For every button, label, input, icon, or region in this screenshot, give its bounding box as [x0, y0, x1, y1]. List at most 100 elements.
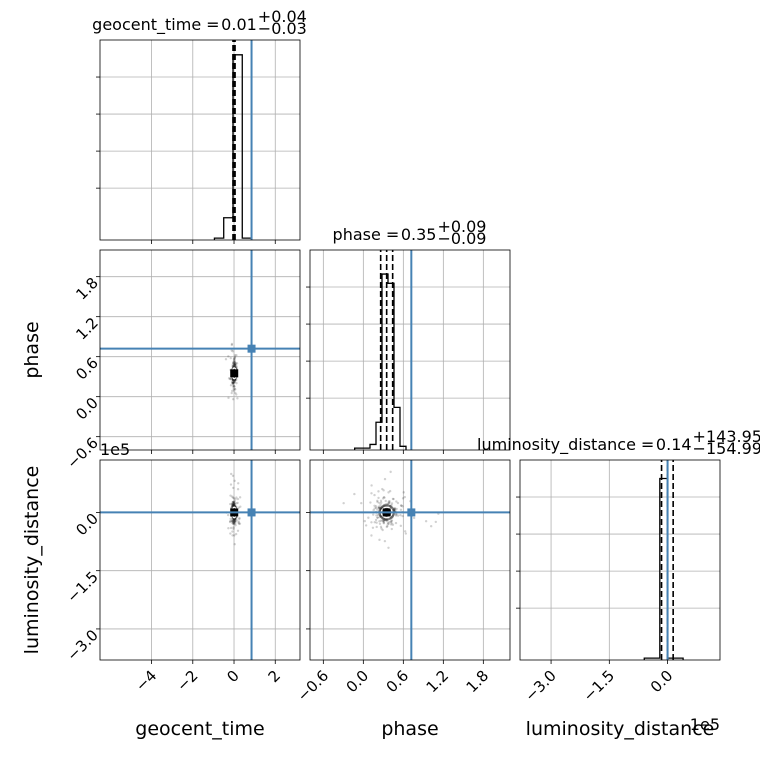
sample-point [376, 508, 379, 511]
sample-point [382, 522, 386, 525]
title-main-phase: phase [333, 225, 381, 244]
sample-point [234, 362, 238, 365]
sample-point [372, 513, 375, 516]
sample-point [379, 519, 383, 522]
title-plus-geocent_time: +0.04 [258, 7, 307, 26]
title-minus-geocent_time: −0.03 [258, 19, 307, 38]
sample-point [363, 519, 366, 523]
sample-point [233, 356, 236, 359]
sample-point [376, 500, 379, 504]
sample-point [370, 521, 373, 524]
sample-point [377, 490, 380, 493]
xtick-label-geocent_time-2: 0 [223, 667, 242, 686]
xaxis-label-phase: phase [381, 718, 438, 740]
sample-point [238, 517, 241, 521]
sample-point [375, 525, 378, 529]
sample-point [231, 530, 234, 533]
xtick-label-phase-1: 0.0 [343, 667, 373, 697]
ytick-label-phase-1: 0.0 [72, 394, 102, 424]
xtick-label-phase-4: 1.8 [463, 667, 493, 697]
sample-point [232, 527, 235, 530]
sample-point [384, 499, 387, 503]
sample-point [236, 488, 240, 491]
xtick-label-luminosity_distance-0: −3.0 [521, 667, 559, 705]
sample-point [231, 382, 234, 385]
sample-point [227, 377, 231, 380]
sample-point [370, 484, 373, 487]
sample-point [233, 387, 236, 391]
sample-point [236, 529, 240, 533]
density-peak [230, 369, 239, 378]
sample-point [233, 359, 236, 362]
panel-luminosity_distance-vs-phase [310, 460, 510, 660]
yaxis-label-phase: phase [21, 321, 43, 378]
sample-point [235, 393, 238, 396]
sample-point [393, 506, 397, 510]
sample-point [230, 343, 234, 347]
sample-point [390, 519, 394, 522]
sample-point [227, 355, 230, 358]
sample-point [387, 500, 391, 503]
sample-point [231, 519, 234, 523]
sample-point [233, 502, 236, 505]
sample-point [235, 496, 238, 499]
panel-frame [519, 459, 721, 661]
sample-point [231, 534, 234, 537]
sample-point [424, 520, 428, 523]
panel-luminosity_distance-vs-luminosity_distance [520, 460, 720, 660]
sample-point [382, 489, 385, 492]
sample-point [231, 381, 234, 384]
sample-point [380, 501, 383, 504]
sample-point [377, 506, 380, 510]
sample-point [383, 477, 387, 481]
sample-point [381, 519, 384, 522]
sample-point [238, 522, 242, 525]
xtick-label-geocent_time-0: −4 [132, 667, 160, 695]
sample-point [232, 521, 235, 524]
sample-point [412, 516, 416, 520]
title-eq-luminosity_distance: = [641, 435, 654, 454]
sample-point [232, 501, 236, 504]
sample-point [382, 519, 385, 523]
sample-point [232, 361, 235, 364]
sample-point [231, 383, 235, 386]
sample-point [229, 502, 232, 506]
xtick-label-luminosity_distance-1: −1.5 [580, 667, 618, 705]
sample-point [395, 507, 398, 511]
sample-point [375, 521, 378, 524]
sample-point [372, 508, 375, 512]
sample-point [375, 514, 378, 517]
sample-point [232, 385, 235, 389]
sample-point [401, 505, 404, 508]
sample-point [234, 362, 237, 366]
sample-point [234, 391, 237, 395]
panel-frame [99, 249, 301, 451]
sample-point [230, 349, 233, 352]
sample-point [385, 525, 388, 529]
sample-point [233, 385, 236, 388]
sample-point [233, 362, 236, 366]
title-median-phase: 0.35 [401, 225, 437, 244]
sample-point [234, 519, 237, 523]
sample-point [233, 479, 236, 483]
sample-point [381, 497, 385, 500]
sample-point [236, 397, 239, 400]
sample-point [383, 496, 386, 499]
sample-point [382, 495, 386, 499]
sample-point [232, 522, 235, 526]
sample-point [230, 342, 234, 346]
sample-point [232, 500, 235, 504]
sample-point [232, 381, 236, 384]
title-eq-phase: = [386, 225, 399, 244]
sample-point [239, 505, 242, 508]
sample-point [235, 502, 238, 505]
sample-point [353, 492, 356, 496]
sample-point [374, 506, 378, 510]
sample-point [390, 521, 393, 525]
sample-point [229, 377, 233, 381]
histogram-luminosity_distance [643, 477, 684, 660]
sample-point [390, 519, 393, 523]
sample-point [233, 354, 237, 357]
sample-point [230, 519, 233, 523]
sample-point [228, 520, 232, 523]
